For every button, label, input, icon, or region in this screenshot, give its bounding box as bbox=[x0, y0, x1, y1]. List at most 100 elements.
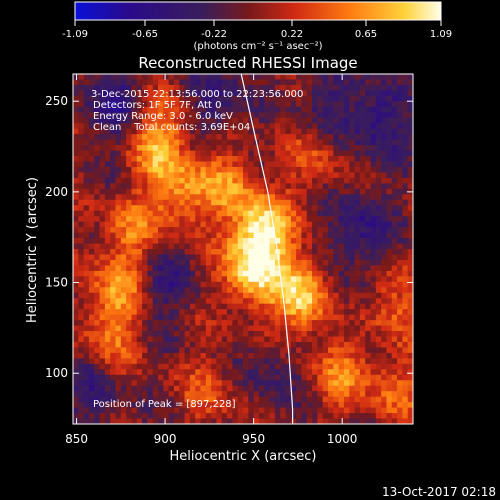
heatmap-cell bbox=[205, 150, 212, 157]
heatmap-cell bbox=[115, 418, 122, 424]
heatmap-cell bbox=[296, 188, 302, 195]
heatmap-cell bbox=[285, 265, 292, 272]
heatmap-cell bbox=[136, 331, 143, 337]
heatmap-cell bbox=[83, 287, 90, 294]
heatmap-cell bbox=[136, 402, 143, 408]
heatmap-cell bbox=[136, 363, 143, 370]
heatmap-cell bbox=[269, 292, 276, 299]
heatmap-cell bbox=[343, 396, 350, 403]
heatmap-cell bbox=[115, 166, 122, 173]
heatmap-cell bbox=[253, 188, 260, 195]
heatmap-cell bbox=[274, 276, 281, 283]
heatmap-cell bbox=[168, 320, 175, 326]
heatmap-cell bbox=[216, 227, 223, 233]
heatmap-cell bbox=[253, 276, 260, 283]
heatmap-cell bbox=[131, 210, 138, 217]
heatmap-cell bbox=[280, 259, 286, 266]
heatmap-cell bbox=[83, 210, 90, 217]
heatmap-cell bbox=[131, 156, 138, 162]
heatmap-cell bbox=[147, 101, 154, 108]
heatmap-cell bbox=[391, 216, 398, 223]
heatmap-cell bbox=[173, 112, 180, 119]
heatmap-cell bbox=[221, 336, 228, 343]
heatmap-cell bbox=[386, 194, 393, 201]
heatmap-cell bbox=[227, 117, 233, 124]
heatmap-cell bbox=[110, 276, 116, 283]
heatmap-cell bbox=[296, 303, 302, 310]
heatmap-cell bbox=[391, 84, 398, 91]
heatmap-cell bbox=[285, 358, 292, 365]
heatmap-cell bbox=[152, 391, 159, 398]
heatmap-cell bbox=[333, 270, 340, 277]
heatmap-cell bbox=[407, 74, 413, 80]
heatmap-cell bbox=[115, 232, 122, 239]
heatmap-cell bbox=[189, 84, 196, 91]
heatmap-cell bbox=[312, 194, 318, 201]
heatmap-cell bbox=[243, 314, 249, 321]
heatmap-cell bbox=[99, 156, 106, 162]
heatmap-cell bbox=[216, 90, 223, 97]
heatmap-cell bbox=[269, 79, 276, 86]
heatmap-cell bbox=[264, 145, 270, 151]
heatmap-cell bbox=[391, 303, 398, 310]
heatmap-cell bbox=[189, 232, 196, 239]
heatmap-cell bbox=[184, 156, 191, 162]
heatmap-cell bbox=[349, 347, 355, 354]
heatmap-cell bbox=[152, 281, 159, 288]
heatmap-cell bbox=[258, 396, 265, 403]
heatmap-cell bbox=[158, 303, 164, 310]
heatmap-cell bbox=[296, 183, 302, 190]
heatmap-cell bbox=[99, 177, 106, 184]
heatmap-cell bbox=[375, 84, 382, 91]
heatmap-cell bbox=[359, 331, 366, 337]
heatmap-cell bbox=[94, 205, 100, 212]
heatmap-cell bbox=[110, 221, 116, 228]
heatmap-cell bbox=[126, 396, 132, 403]
heatmap-cell bbox=[195, 396, 201, 403]
heatmap-cell bbox=[184, 363, 191, 370]
heatmap-cell bbox=[205, 139, 212, 146]
heatmap-cell bbox=[317, 123, 324, 130]
heatmap-cell bbox=[73, 413, 79, 419]
heatmap-cell bbox=[115, 407, 122, 414]
heatmap-cell bbox=[142, 407, 148, 414]
heatmap-cell bbox=[243, 95, 249, 102]
heatmap-cell bbox=[253, 358, 260, 365]
heatmap-cell bbox=[280, 216, 286, 223]
heatmap-cell bbox=[173, 407, 180, 414]
heatmap-cell bbox=[136, 347, 143, 354]
heatmap-cell bbox=[173, 396, 180, 403]
heatmap-cell bbox=[115, 205, 122, 212]
heatmap-cell bbox=[216, 341, 223, 348]
heatmap-cell bbox=[407, 314, 413, 321]
heatmap-cell bbox=[397, 352, 403, 359]
heatmap-cell bbox=[269, 74, 276, 80]
heatmap-cell bbox=[163, 418, 170, 424]
heatmap-cell bbox=[333, 128, 340, 135]
heatmap-cell bbox=[274, 156, 281, 162]
heatmap-cell bbox=[269, 396, 276, 403]
heatmap-cell bbox=[99, 320, 106, 326]
heatmap-cell bbox=[407, 336, 413, 343]
heatmap-cell bbox=[88, 276, 95, 283]
heatmap-cell bbox=[88, 145, 95, 151]
heatmap-cell bbox=[365, 128, 371, 135]
heatmap-cell bbox=[211, 369, 217, 376]
heatmap-cell bbox=[173, 210, 180, 217]
heatmap-cell bbox=[365, 385, 371, 392]
heatmap-cell bbox=[359, 150, 366, 157]
heatmap-cell bbox=[285, 199, 292, 206]
heatmap-cell bbox=[189, 210, 196, 217]
heatmap-cell bbox=[243, 150, 249, 157]
heatmap-cell bbox=[184, 336, 191, 343]
heatmap-cell bbox=[333, 402, 340, 408]
heatmap-cell bbox=[397, 391, 403, 398]
heatmap-cell bbox=[211, 134, 217, 141]
heatmap-cell bbox=[306, 227, 313, 233]
heatmap-cell bbox=[381, 106, 387, 113]
heatmap-cell bbox=[232, 331, 239, 337]
heatmap-cell bbox=[184, 210, 191, 217]
heatmap-cell bbox=[317, 331, 324, 337]
heatmap-cell bbox=[184, 292, 191, 299]
heatmap-cell bbox=[184, 347, 191, 354]
